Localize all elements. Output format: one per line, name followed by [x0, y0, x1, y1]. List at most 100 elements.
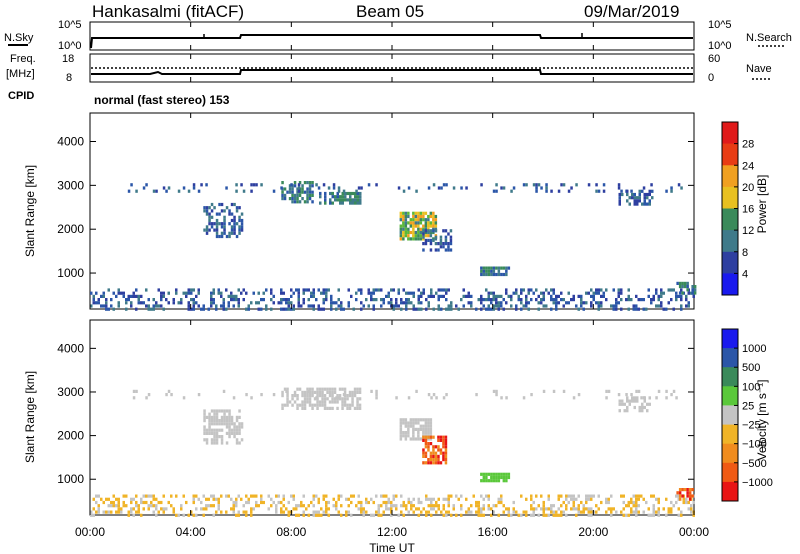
echo-cell	[323, 400, 327, 404]
echo-cell	[399, 437, 403, 441]
echo-cell	[444, 451, 448, 455]
echo-cell	[648, 192, 651, 197]
echo-cell	[643, 202, 646, 206]
echo-cell	[306, 181, 309, 185]
echo-cell	[590, 288, 593, 292]
echo-cell	[646, 192, 649, 197]
echo-cell	[205, 504, 208, 508]
echo-cell	[301, 390, 304, 394]
echo-cell	[90, 291, 93, 295]
echo-cell	[220, 234, 224, 239]
echo-cell	[680, 294, 683, 298]
echo-cell	[218, 409, 221, 413]
echo-cell	[692, 294, 695, 298]
echo-cell	[303, 397, 307, 401]
echo-cell	[220, 409, 224, 413]
echo-cell	[427, 448, 430, 452]
echo-cell	[492, 189, 496, 193]
echo-cell	[580, 301, 583, 305]
echo-cell	[424, 438, 428, 442]
echo-cell	[180, 301, 183, 305]
echo-cell	[357, 494, 360, 498]
echo-cell	[643, 196, 646, 200]
echo-cell	[602, 294, 605, 298]
echo-cell	[434, 451, 438, 455]
echo-cell	[270, 291, 273, 295]
echo-cell	[445, 183, 448, 187]
echo-cell	[291, 403, 294, 407]
echo-cell	[555, 298, 558, 302]
echo-cell	[399, 237, 403, 241]
echo-cell	[636, 202, 639, 206]
echo-cell	[195, 301, 198, 305]
echo-cell	[677, 497, 680, 501]
velocity-echo-layer	[90, 387, 695, 517]
echo-cell	[281, 394, 284, 398]
echo-cell	[507, 507, 510, 511]
colorbar-tick-label: 20	[742, 182, 754, 194]
echo-cell	[285, 307, 288, 311]
echo-cell	[260, 307, 263, 311]
echo-cell	[312, 291, 315, 295]
echo-cell	[237, 288, 240, 292]
echo-cell	[306, 197, 309, 201]
echo-cell	[293, 400, 297, 404]
echo-cell	[502, 504, 505, 508]
echo-cell	[641, 409, 644, 413]
echo-cell	[417, 431, 420, 435]
echo-cell	[365, 497, 368, 501]
echo-cell	[232, 298, 235, 302]
echo-cell	[228, 419, 231, 423]
echo-cell	[329, 198, 332, 202]
echo-cell	[92, 298, 95, 302]
echo-cell	[155, 189, 158, 193]
echo-cell	[627, 513, 630, 517]
echo-cell	[382, 500, 385, 505]
echo-cell	[402, 431, 405, 435]
echo-cell	[560, 504, 563, 508]
echo-cell	[550, 510, 553, 514]
echo-cell	[291, 190, 294, 194]
echo-cell	[665, 497, 668, 501]
echo-cell	[341, 195, 344, 199]
echo-cell	[440, 294, 443, 298]
echo-cell	[434, 218, 438, 222]
echo-cell	[295, 513, 298, 517]
echo-cell	[429, 242, 433, 246]
echo-cell	[552, 298, 555, 302]
echo-cell	[405, 301, 408, 305]
echo-cell	[167, 389, 171, 393]
echo-cell	[257, 291, 260, 295]
colorbar-tick-label: 12	[742, 225, 754, 237]
echo-cell	[227, 494, 230, 498]
echo-cell	[390, 304, 393, 308]
echo-cell	[165, 507, 168, 511]
echo-cell	[497, 294, 500, 298]
echo-cell	[407, 186, 411, 190]
echo-cell	[429, 238, 433, 242]
echo-cell	[447, 307, 450, 311]
echo-cell	[415, 389, 418, 393]
echo-cell	[402, 288, 405, 292]
echo-cell	[302, 510, 305, 514]
echo-cell	[392, 307, 395, 311]
echo-cell	[291, 197, 294, 201]
echo-cell	[427, 435, 430, 439]
echo-cell	[435, 510, 438, 514]
echo-cell	[296, 197, 299, 201]
echo-cell	[306, 200, 309, 204]
echo-cell	[632, 500, 635, 505]
echo-cell	[157, 288, 160, 292]
echo-cell	[356, 387, 359, 391]
echo-cell	[512, 507, 515, 511]
echo-cell	[125, 307, 128, 311]
echo-cell	[492, 475, 496, 480]
echo-cell	[535, 494, 538, 498]
echo-cell	[222, 307, 225, 311]
echo-cell	[272, 189, 276, 193]
echo-cell	[120, 507, 123, 511]
echo-cell	[208, 212, 211, 216]
echo-cell	[212, 291, 215, 295]
colorbar-tick-label: 1000	[742, 343, 766, 355]
echo-cell	[222, 304, 225, 308]
